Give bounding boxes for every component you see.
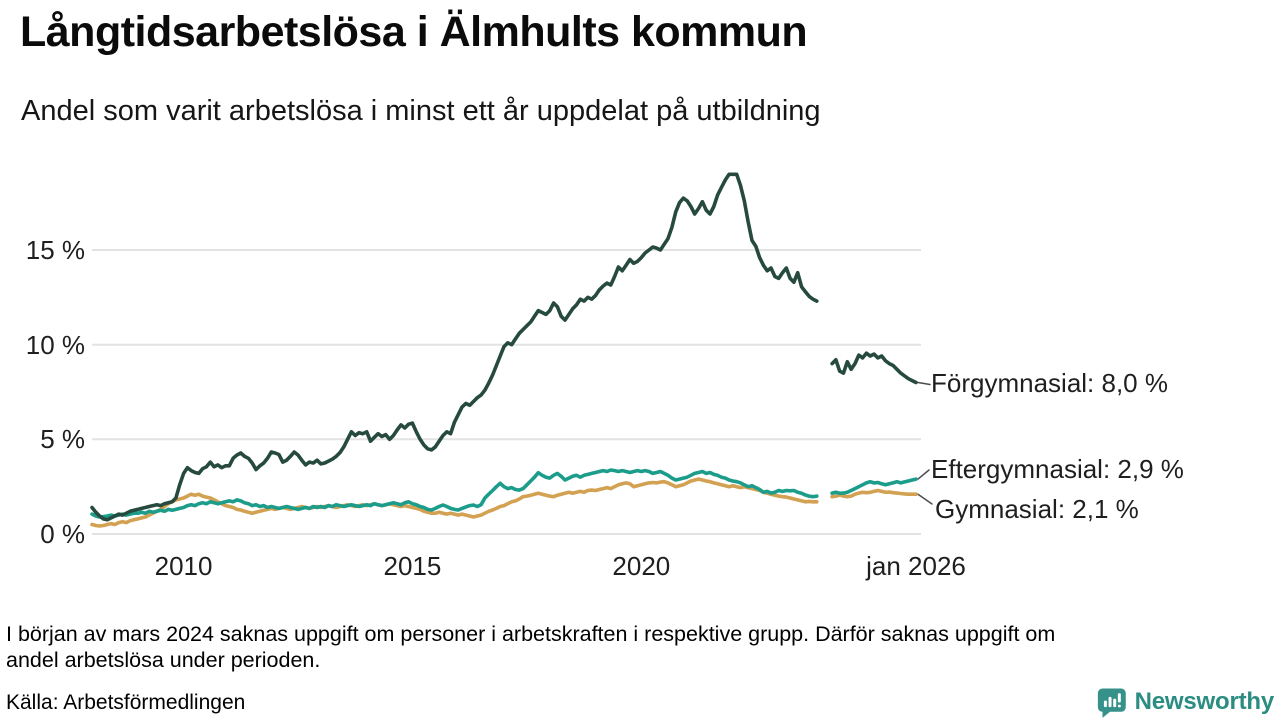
- y-tick-label-15: 15 %: [25, 235, 85, 265]
- label-connector-förgymnasial: [917, 381, 931, 386]
- y-tick-label-0: 0 %: [40, 519, 85, 549]
- footnote-line-2: andel arbetslösa under perioden.: [6, 648, 321, 672]
- source-attribution: Källa: Arbetsförmedlingen: [6, 691, 246, 714]
- x-tick-label-2015: 2015: [383, 551, 442, 581]
- x-tick-label-2010: 2010: [154, 551, 213, 581]
- series-end-label-gymnasial: Gymnasial: 2,1 %: [935, 494, 1139, 524]
- series-line-eftergymnasial: [90, 468, 918, 519]
- x-tick-label-jan-2026: jan 2026: [866, 551, 966, 581]
- label-connector-eftergymnasial: [917, 469, 930, 480]
- series-line-förgymnasial: [90, 172, 918, 522]
- footnote: I början av mars 2024 saknas uppgift om …: [6, 621, 1274, 673]
- y-tick-label-10: 10 %: [25, 329, 85, 360]
- newsworthy-wordmark: Newsworthy: [1134, 688, 1275, 715]
- page-title: Långtidsarbetslösa i Älmhults kommun: [20, 8, 808, 56]
- series-end-label-forgymnasial: Förgymnasial: 8,0 %: [931, 368, 1168, 398]
- label-connector-gymnasial: [917, 493, 933, 505]
- y-tick-label-5: 5 %: [40, 424, 85, 455]
- series-end-label-eftergymnasial: Eftergymnasial: 2,9 %: [931, 454, 1184, 484]
- newsworthy-speech-bubble-bar-chart-icon: [1097, 688, 1126, 718]
- footnote-line-1: I början av mars 2024 saknas uppgift om …: [6, 622, 1056, 646]
- x-tick-label-2020: 2020: [612, 551, 671, 581]
- page-subtitle: Andel som varit arbetslösa i minst ett å…: [21, 95, 821, 127]
- series-line-gymnasial: [90, 477, 918, 528]
- newsworthy-logo: Newsworthy: [1096, 686, 1274, 718]
